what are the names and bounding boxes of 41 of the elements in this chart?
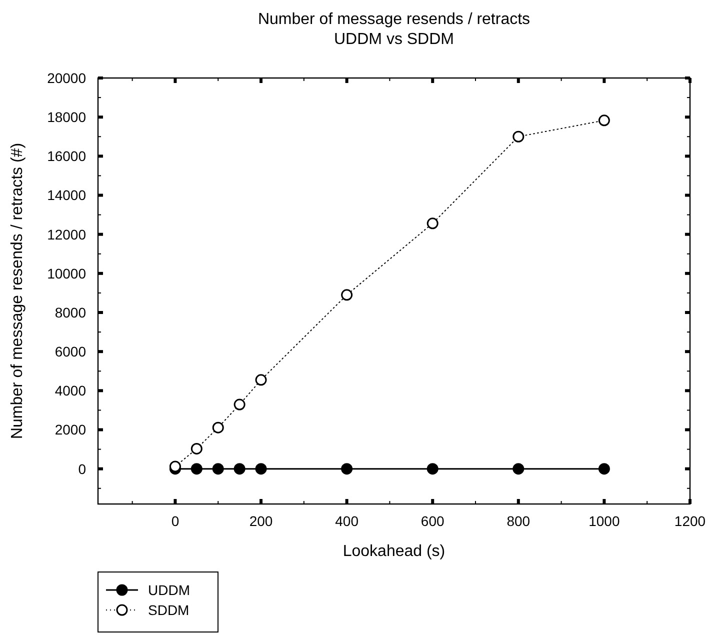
- y-tick-label: 12000: [47, 226, 86, 242]
- x-tick-label: 1200: [674, 513, 706, 529]
- x-tick-label: 600: [420, 513, 444, 529]
- point: [598, 463, 610, 475]
- x-tick-label: 800: [506, 513, 530, 529]
- point: [341, 289, 353, 301]
- legend-label: SDDM: [148, 602, 190, 618]
- point: [341, 463, 353, 475]
- y-tick-label: 4000: [54, 382, 86, 399]
- point: [598, 114, 610, 126]
- point: [426, 218, 438, 230]
- y-tick-label: 16000: [47, 148, 86, 164]
- y-tick-label: 18000: [47, 109, 86, 126]
- y-tick-label: 0: [78, 460, 86, 477]
- point: [212, 463, 224, 475]
- y-tick-label: 2000: [54, 422, 86, 438]
- y-tick-label: 6000: [54, 344, 86, 360]
- point: [512, 463, 524, 475]
- chart-title: Number of message resends / retracts: [258, 11, 530, 28]
- legend-label: UDDM: [148, 582, 190, 598]
- x-tick-label: 200: [249, 513, 273, 529]
- point: [190, 442, 202, 454]
- point: [212, 422, 224, 434]
- chart-subtitle: UDDM vs SDDM: [334, 31, 454, 48]
- x-tick-label: 0: [171, 513, 180, 529]
- y-tick-label: 14000: [47, 187, 86, 204]
- y-tick-label: 8000: [54, 304, 86, 320]
- point: [512, 130, 524, 142]
- point: [255, 463, 267, 475]
- y-tick-label: 10000: [47, 265, 86, 282]
- y-tick-label: 20000: [47, 70, 86, 86]
- point: [255, 374, 267, 386]
- point: [234, 463, 246, 475]
- point: [190, 463, 202, 475]
- point: [169, 460, 181, 472]
- x-tick-label: 400: [335, 513, 359, 529]
- point: [234, 398, 246, 410]
- y-axis-title: Number of message resends / retracts (#): [9, 142, 26, 440]
- x-axis-title: Lookahead (s): [342, 543, 446, 560]
- point: [426, 463, 438, 475]
- x-tick-label: 1000: [588, 513, 620, 529]
